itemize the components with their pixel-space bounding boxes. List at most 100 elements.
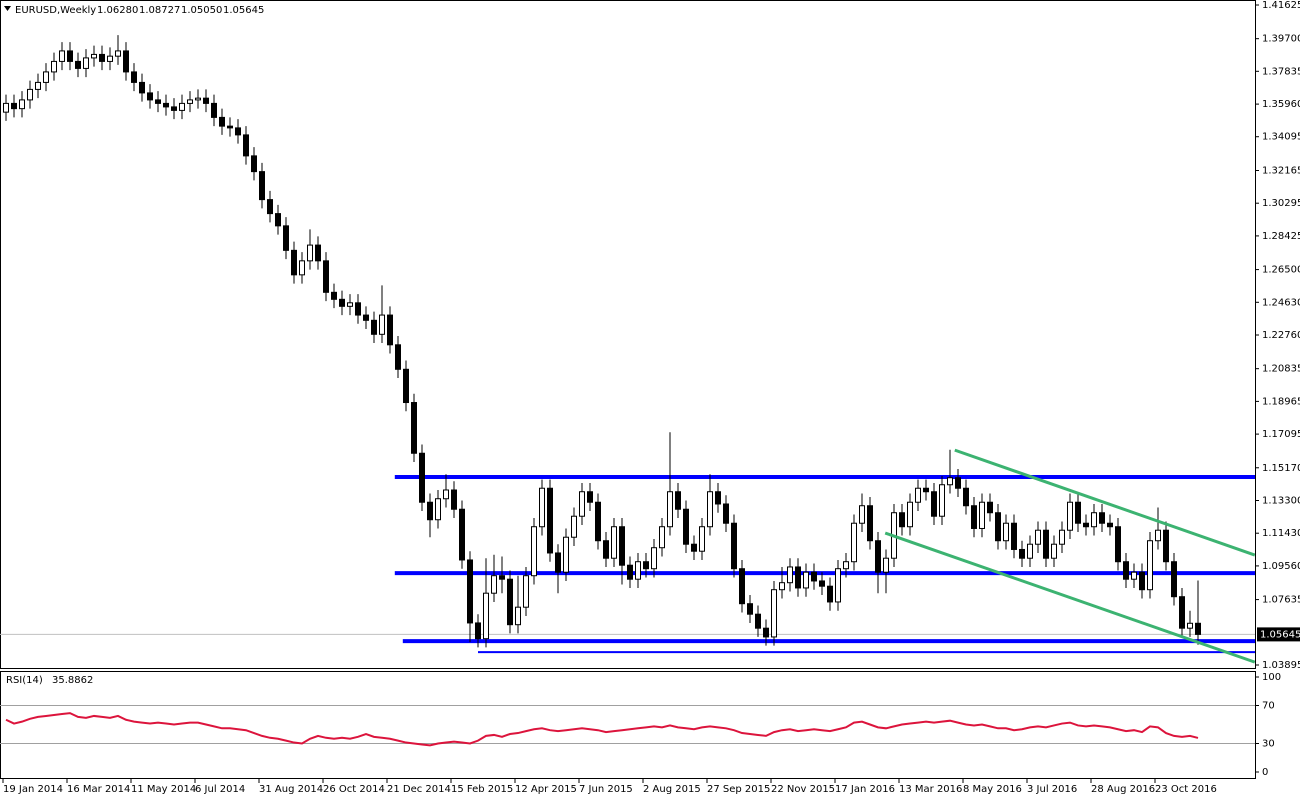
candle-body — [347, 302, 353, 307]
candle-body — [267, 199, 273, 215]
candle-body — [643, 561, 649, 570]
candle-body — [323, 260, 329, 293]
y-tick-label: 1.37835 — [1262, 66, 1300, 77]
x-tick-label: 2 Aug 2015 — [643, 784, 701, 795]
candle-body — [59, 50, 65, 62]
candle-body — [203, 97, 209, 104]
rsi-value: 35.8862 — [52, 675, 93, 686]
candle-body — [243, 134, 249, 157]
candle-body — [1083, 522, 1089, 528]
candle-body — [211, 102, 217, 118]
candle-body — [787, 566, 793, 584]
candle-body — [179, 102, 185, 111]
x-tick-label: 8 May 2016 — [963, 784, 1022, 795]
candle-body — [371, 319, 377, 335]
x-tick-label: 28 Aug 2016 — [1091, 784, 1155, 795]
candle-body — [83, 57, 89, 69]
y-tick-label: 1.15170 — [1262, 463, 1300, 474]
candle-body — [3, 102, 9, 113]
candle-body — [763, 627, 769, 638]
candle-body — [451, 489, 457, 510]
candle-body — [499, 575, 505, 580]
candle-body — [563, 536, 569, 573]
candle-body — [507, 578, 513, 626]
y-tick-label: 1.18965 — [1262, 396, 1300, 407]
ohlc-value: 1.05645 — [223, 5, 264, 16]
trendline — [884, 531, 1256, 664]
x-tick-label: 17 Jan 2016 — [835, 784, 895, 795]
rsi-y-tick-label: 100 — [1262, 672, 1281, 683]
candle-body — [443, 489, 449, 500]
x-tick-label: 11 May 2014 — [131, 784, 196, 795]
rsi-y-tick-label: 0 — [1262, 767, 1268, 778]
candle-body — [11, 102, 17, 110]
candle-body — [531, 526, 537, 577]
candle-body — [1043, 529, 1049, 559]
y-tick-label: 1.41625 — [1262, 0, 1300, 11]
candle-body — [947, 477, 953, 486]
ohlc-value: 1.05050 — [181, 5, 222, 16]
candle-body — [1115, 526, 1121, 563]
x-tick-label: 13 Mar 2016 — [899, 784, 962, 795]
candle-body — [795, 566, 801, 589]
menu-arrow[interactable] — [4, 6, 11, 11]
candle-body — [739, 568, 745, 605]
y-tick-label: 1.09560 — [1262, 561, 1300, 572]
trendline — [954, 448, 1256, 557]
y-tick-label: 1.20835 — [1262, 364, 1300, 375]
candle-body — [1187, 622, 1193, 629]
candle-body — [715, 491, 721, 505]
candle-body — [275, 213, 281, 227]
candle-body — [955, 477, 961, 489]
candle-body — [187, 99, 193, 104]
candle-body — [819, 580, 825, 587]
candle-body — [963, 487, 969, 507]
candle-body — [979, 501, 985, 529]
candle-body — [283, 225, 289, 251]
candle-body — [35, 81, 41, 90]
candle-body — [315, 244, 321, 262]
candle-body — [1155, 529, 1161, 542]
candle-body — [803, 571, 809, 589]
candle-body — [539, 487, 545, 528]
candle-body — [219, 116, 225, 127]
candle-body — [675, 491, 681, 510]
x-tick-label: 22 Nov 2015 — [771, 784, 835, 795]
candle-body — [163, 102, 169, 108]
candle-body — [659, 526, 665, 549]
candle-body — [683, 508, 689, 545]
candle-body — [27, 88, 33, 101]
candle-body — [843, 561, 849, 570]
candle-body — [467, 559, 473, 624]
candle-body — [987, 501, 993, 514]
candle-body — [667, 491, 673, 528]
candle-body — [259, 171, 265, 201]
candle-body — [811, 571, 817, 582]
candle-body — [747, 603, 753, 615]
rsi-y-tick-label: 70 — [1262, 701, 1275, 712]
candle-body — [899, 512, 905, 528]
candle-body — [1179, 596, 1185, 629]
candle-body — [859, 505, 865, 524]
x-tick-label: 19 Jan 2014 — [3, 784, 63, 795]
x-tick-label: 15 Feb 2015 — [451, 784, 513, 795]
rsi-title: RSI(14) — [6, 675, 43, 686]
candle-body — [387, 314, 393, 346]
candle-body — [691, 543, 697, 552]
candle-body — [755, 613, 761, 629]
candle-body — [363, 314, 369, 321]
candle-body — [1051, 543, 1057, 559]
candle-body — [571, 515, 577, 538]
candle-body — [491, 575, 497, 594]
candle-body — [635, 561, 641, 580]
ohlc-value: 1.08727 — [139, 5, 180, 16]
candle-body — [19, 99, 25, 110]
candle-body — [1091, 512, 1097, 528]
candle-body — [1027, 543, 1033, 559]
candle-body — [427, 501, 433, 521]
candle-body — [115, 50, 121, 57]
candle-body — [971, 505, 977, 529]
candle-body — [595, 501, 601, 542]
y-tick-label: 1.28425 — [1262, 231, 1300, 242]
candle-body — [771, 589, 777, 638]
